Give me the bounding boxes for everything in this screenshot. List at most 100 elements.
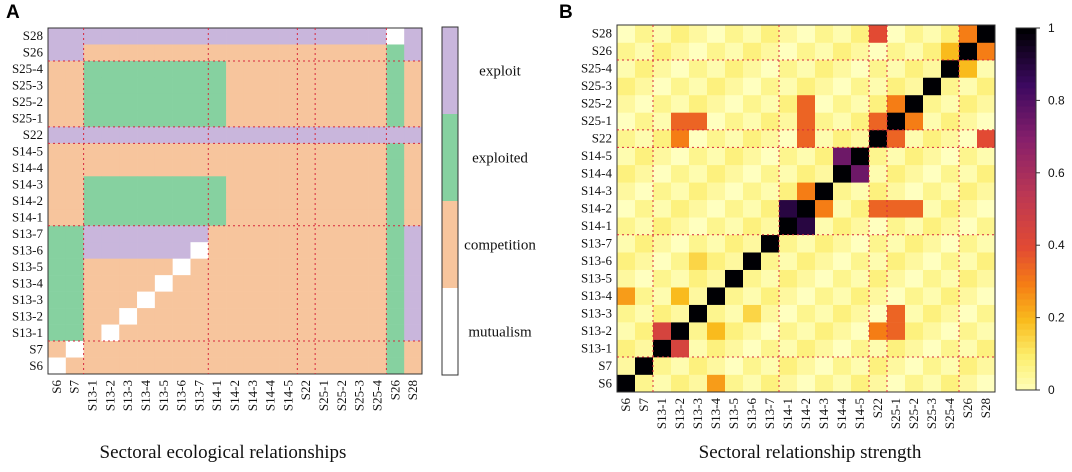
cell-b: [779, 199, 798, 218]
ytick-b: S6: [598, 375, 612, 390]
cell-b: [617, 374, 636, 393]
cell-a-competition: [350, 357, 369, 375]
colorbar-step: [1016, 148, 1036, 156]
cell-b: [725, 129, 744, 148]
ytick-b: S13-1: [581, 340, 612, 355]
panel-letter-b: B: [559, 2, 573, 23]
cell-a-exploit: [404, 126, 423, 144]
cell-b: [923, 357, 942, 375]
cell-b: [851, 199, 870, 218]
cell-a-exploit: [404, 308, 423, 325]
cell-a-competition: [190, 357, 209, 375]
cell-a-exploit: [65, 28, 84, 45]
xtick-a: S26: [387, 380, 402, 401]
cell-a-exploit: [65, 126, 84, 144]
ytick-a: S22: [23, 127, 43, 142]
ytick-a: S25-1: [12, 111, 43, 126]
cell-a-competition: [368, 209, 387, 227]
cell-b: [851, 269, 870, 288]
cell-a-exploited: [172, 93, 191, 111]
cell-b: [689, 25, 708, 43]
cell-b: [905, 339, 924, 358]
cell-b: [671, 77, 690, 96]
cell-a-competition: [297, 291, 316, 309]
cell-a-exploited: [190, 192, 209, 210]
cell-a-competition: [279, 341, 298, 358]
cell-b: [833, 164, 852, 183]
caption-a: Sectoral ecological relationships: [100, 442, 347, 463]
colorbar-step: [1016, 269, 1036, 276]
cell-b: [689, 199, 708, 218]
cell-b: [851, 287, 870, 305]
cell-b: [797, 339, 816, 358]
colorbar-step: [1016, 172, 1036, 180]
cell-b: [815, 25, 834, 43]
colorbar-b: 0 0.2 0.4 0.6 0.8 1: [1015, 21, 1065, 397]
cell-b: [653, 182, 672, 201]
cell-b: [869, 339, 888, 358]
ytick-b: S25-1: [581, 113, 612, 128]
cell-a-exploit: [226, 126, 245, 144]
cell-a-competition: [190, 143, 209, 161]
cell-a-exploit: [404, 44, 423, 62]
cell-b: [761, 42, 780, 61]
cell-b: [941, 147, 960, 166]
cell-a-competition: [368, 291, 387, 309]
cell-b: [635, 59, 654, 78]
cell-b: [797, 94, 816, 113]
cell-b: [869, 199, 888, 218]
cell-a-competition: [279, 225, 298, 243]
cell-a-competition: [297, 93, 316, 111]
cell-b: [725, 147, 744, 166]
cell-a-competition: [368, 176, 387, 194]
cell-a-competition: [226, 60, 245, 78]
cell-b: [977, 94, 996, 113]
cell-a-competition: [368, 143, 387, 161]
colorbar-step: [1016, 317, 1036, 325]
colorbar-step: [1016, 359, 1036, 367]
cell-a-exploited: [48, 291, 67, 309]
cell-a-competition: [154, 143, 173, 161]
cell-b: [833, 199, 852, 218]
cell-a-competition: [154, 291, 173, 309]
cell-a-mutualism: [119, 308, 138, 325]
cell-b: [653, 199, 672, 218]
cell-a-competition: [332, 308, 352, 325]
colorbar-label: 1: [1048, 21, 1055, 35]
cell-a-exploited: [208, 93, 227, 111]
cell-a-exploited: [154, 77, 173, 95]
cell-a-exploit: [137, 242, 156, 259]
cell-b: [977, 374, 996, 393]
cell-b: [725, 112, 744, 131]
cell-b: [761, 164, 780, 183]
cell-b: [869, 77, 888, 96]
cell-a-exploited: [386, 110, 405, 128]
cell-a-competition: [154, 258, 173, 276]
cell-b: [851, 112, 870, 131]
cell-a-exploited: [190, 110, 209, 128]
colorbar-step: [1016, 353, 1036, 361]
xtick-a: S14-4: [263, 380, 278, 412]
cell-a-competition: [226, 357, 245, 375]
cell-a-competition: [119, 143, 138, 161]
cell-b: [743, 147, 762, 166]
cell-b: [617, 94, 636, 113]
cell-a-exploited: [137, 77, 156, 95]
xtick-a: S13-1: [85, 380, 100, 411]
cell-b: [815, 269, 834, 288]
cell-b: [833, 339, 852, 358]
cell-a-competition: [350, 308, 369, 325]
cell-a-exploit: [332, 126, 352, 144]
ytick-a: S14-2: [12, 193, 43, 208]
cell-b: [725, 182, 744, 201]
cell-a-exploit: [315, 126, 334, 144]
colorbar-step: [1016, 160, 1036, 168]
cell-a-competition: [101, 291, 120, 309]
cell-a-competition: [404, 143, 423, 161]
cell-b: [797, 374, 816, 393]
cell-a-competition: [315, 242, 334, 259]
colorbar-step: [1016, 76, 1036, 83]
cell-b: [815, 94, 834, 113]
frame-b: [616, 24, 996, 393]
cell-a-competition: [119, 341, 138, 358]
